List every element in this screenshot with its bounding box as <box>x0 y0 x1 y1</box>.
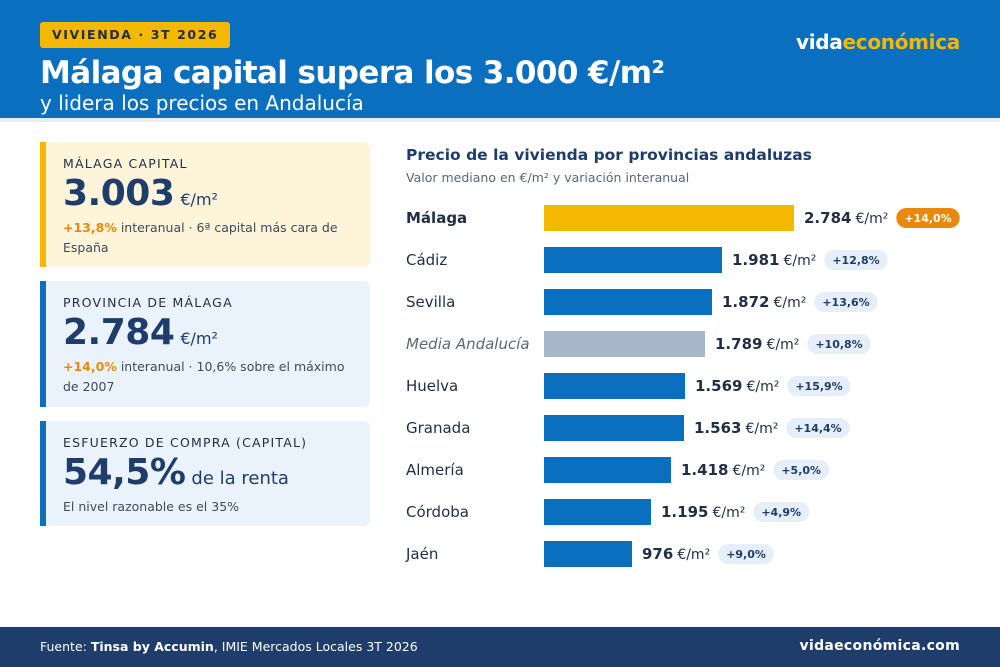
footer-bar: Fuente: Tinsa by Accumin, IMIE Mercados … <box>0 627 1000 667</box>
chart-title: Precio de la vivienda por provincias and… <box>406 146 812 164</box>
bar-category-label: Granada <box>406 419 470 437</box>
kpi-unit: €/m² <box>180 329 218 348</box>
bar-value-label: 1.195 <box>661 503 708 521</box>
kpi-value-row: 2.784 €/m² <box>63 312 356 353</box>
change-badge-label: +10,8% <box>815 338 862 351</box>
kpi-note: El nivel razonable es el 35% <box>63 497 356 517</box>
change-badge-label: +5,0% <box>781 464 821 477</box>
kpi-value: 3.003 <box>63 173 175 214</box>
kpi-card-esfuerzo-compra: ESFUERZO DE COMPRA (CAPITAL) 54,5% de la … <box>40 421 370 526</box>
bar-value-label: 1.418 <box>681 461 728 479</box>
change-badge-label: +12,8% <box>832 254 879 267</box>
bar-unit-label: €/m² <box>677 547 710 563</box>
bar-unit-label: €/m² <box>783 253 816 269</box>
change-badge-label: +14,4% <box>794 422 841 435</box>
kpi-label: MÁLAGA CAPITAL <box>63 156 188 171</box>
bar-value-label: 976 <box>642 545 673 563</box>
bar-value-label: 1.872 <box>722 293 769 311</box>
bar-unit-label: €/m² <box>746 379 779 395</box>
kpi-change: +13,8% <box>63 220 117 235</box>
bar <box>544 205 794 231</box>
change-badge <box>824 250 888 270</box>
bar-unit-label: €/m² <box>773 295 806 311</box>
change-badge <box>773 460 830 480</box>
change-badge <box>753 502 810 522</box>
kpi-card-provincia-malaga: PROVINCIA DE MÁLAGA 2.784 €/m² +14,0% int… <box>40 281 370 407</box>
change-badge <box>807 334 871 354</box>
footer-website-link[interactable]: vidaeconómica.com <box>799 638 960 654</box>
source-prefix: Fuente: <box>40 639 91 654</box>
kpi-value: 54,5% <box>63 452 186 493</box>
brand-logo-part1: vida <box>795 30 843 54</box>
bar-category-label: Sevilla <box>406 293 455 311</box>
kpi-note-text: interanual · 6ª capital más cara de Espa… <box>63 220 338 255</box>
bar <box>544 499 651 525</box>
kpi-value-row: 3.003 €/m² <box>63 173 356 214</box>
page-title: Málaga capital supera los 3.000 €/m² <box>40 55 665 91</box>
bar-category-label: Málaga <box>406 209 467 227</box>
bar-value-label: 2.784 <box>804 209 851 227</box>
source-detail: , IMIE Mercados Locales 3T 2026 <box>213 639 418 654</box>
bar <box>544 289 712 315</box>
bar-value-label: 1.569 <box>695 377 742 395</box>
change-badge <box>814 292 878 312</box>
header-divider <box>0 118 1000 122</box>
bar <box>544 415 684 441</box>
bar-category-label: Media Andalucía <box>406 335 530 353</box>
kpi-change: +14,0% <box>63 359 117 374</box>
kpi-unit: de la renta <box>191 468 289 489</box>
bar-unit-label: €/m² <box>745 421 778 437</box>
change-badge <box>718 544 774 564</box>
bar-category-label: Córdoba <box>406 503 469 521</box>
kpi-unit: €/m² <box>180 190 218 209</box>
bar <box>544 247 722 273</box>
bar <box>544 457 671 483</box>
bar-unit-label: €/m² <box>855 211 888 227</box>
change-badge-label: +9,0% <box>726 548 766 561</box>
change-badge-label: +13,6% <box>822 296 869 309</box>
source-name: Tinsa by Accumin <box>90 639 214 654</box>
bar <box>544 331 705 357</box>
bar-value-label: 1.789 <box>715 335 762 353</box>
header-banner: VIVIENDA · 3T 2026 Málaga capital supera… <box>0 0 1000 118</box>
bar-chart: Málaga 2.784 €/m² +14,0%Cádiz 1.981 €/m² +12,8… <box>405 205 960 567</box>
section-kicker: VIVIENDA · 3T 2026 <box>40 22 231 48</box>
bar-category-label: Jaén <box>405 545 438 563</box>
change-badge <box>896 208 960 228</box>
change-badge-label: +4,9% <box>761 506 801 519</box>
change-badge-label: +15,9% <box>795 380 842 393</box>
change-badge <box>787 376 851 396</box>
kpi-note: +14,0% interanual · 10,6% sobre el máxim… <box>63 357 356 397</box>
source-credit: Fuente: Tinsa by Accumin, IMIE Mercados … <box>40 639 418 654</box>
kpi-note: +13,8% interanual · 6ª capital más cara … <box>63 218 356 258</box>
kpi-note-text: interanual · 10,6% sobre el máximo de 20… <box>63 359 345 394</box>
bar-value-label: 1.563 <box>694 419 741 437</box>
bar-category-label: Almería <box>406 461 464 479</box>
bar-category-label: Cádiz <box>406 251 447 269</box>
change-badge-label: +14,0% <box>904 212 951 225</box>
change-badge <box>786 418 850 438</box>
bar-value-label: 1.981 <box>732 251 779 269</box>
kpi-label: ESFUERZO DE COMPRA (CAPITAL) <box>63 435 308 450</box>
kpi-note-text: El nivel razonable es el 35% <box>63 499 240 514</box>
page-subtitle: y lidera los precios en Andalucía <box>40 91 364 115</box>
chart-subtitle: Valor mediano en €/m² y variación intera… <box>406 170 690 185</box>
kpi-value-row: 54,5% de la renta <box>63 452 356 493</box>
bar-unit-label: €/m² <box>732 463 765 479</box>
bar <box>544 373 685 399</box>
bar <box>544 541 632 567</box>
bar-unit-label: €/m² <box>766 337 799 353</box>
kpi-value: 2.784 <box>63 312 175 353</box>
kpi-label: PROVINCIA DE MÁLAGA <box>63 295 233 310</box>
brand-logo[interactable]: vidaeconómica <box>796 30 960 54</box>
bar-unit-label: €/m² <box>712 505 745 521</box>
kpi-card-malaga-capital: MÁLAGA CAPITAL 3.003 €/m² +13,8% interanu… <box>40 142 370 267</box>
bar-category-label: Huelva <box>406 377 458 395</box>
brand-logo-part2: económica <box>842 30 961 54</box>
